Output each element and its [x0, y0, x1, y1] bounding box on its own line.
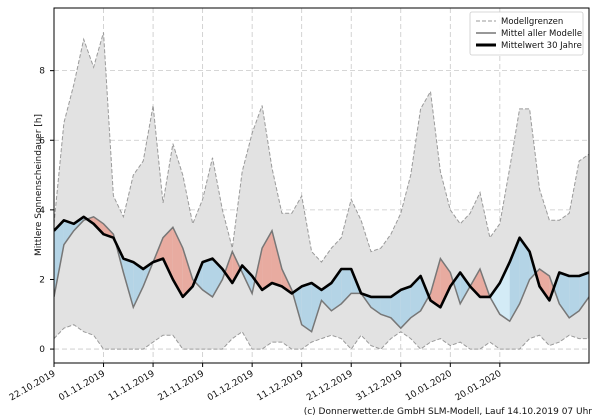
credit-text: (c) Donnerwetter.de GmbH SLM-Modell, Lau…: [304, 407, 593, 417]
anomaly-below-fill: [301, 282, 312, 332]
anomaly-above-fill: [232, 251, 241, 283]
anomaly-below-fill: [380, 296, 391, 318]
anomaly-below-fill: [519, 237, 530, 304]
anomaly-above-fill: [440, 258, 451, 308]
plot-frame: [53, 7, 590, 364]
anomaly-below-fill: [321, 282, 332, 311]
anomaly-below-fill: [460, 272, 471, 304]
anomaly-above-fill: [271, 230, 282, 287]
anomaly-below-fill: [242, 265, 253, 294]
anomaly-above-fill: [430, 258, 441, 308]
anomaly-above-fill: [182, 248, 193, 297]
anomaly-below-fill: [410, 275, 421, 318]
y-tick-label: 0: [39, 345, 45, 355]
anomaly-below-fill: [311, 282, 322, 332]
x-tick-label: 10.01.2020: [404, 369, 454, 404]
anomaly-below-fill: [54, 220, 64, 297]
anomaly-below-fill: [569, 275, 580, 318]
y-tick-label: 4: [39, 206, 45, 216]
plot-area: [54, 32, 589, 350]
y-tick-label: 6: [39, 136, 45, 146]
anomaly-below-fill: [499, 262, 510, 322]
y-tick-label: 8: [39, 67, 45, 77]
climate-mean-line: [54, 215, 589, 309]
envelope-lower-line: [54, 324, 589, 350]
anomaly-below-fill: [390, 289, 401, 329]
x-tick-label: 22.10.2019: [8, 369, 58, 404]
anomaly-below-fill: [371, 296, 381, 315]
legend-label-mittelwert-30-jahre: Mittelwert 30 Jahre: [501, 41, 582, 51]
y-tick-label: 2: [39, 275, 45, 285]
anomaly-below-fill: [63, 220, 74, 245]
legend: Modellgrenzen Mittel aller Modelle Mitte…: [469, 11, 584, 56]
y-axis-label: Mittlere Sonnenscheindauer [h]: [34, 114, 44, 256]
anomaly-below-fill: [579, 272, 589, 311]
anomaly-below-fill: [202, 258, 213, 297]
anomaly-above-fill: [470, 269, 481, 297]
x-tick-label: 01.12.2019: [206, 369, 256, 404]
anomaly-below-fill: [489, 282, 500, 315]
anomaly-below-fill: [123, 258, 134, 308]
x-tick-label: 20.01.2020: [454, 369, 504, 404]
legend-box: [469, 11, 584, 56]
x-tick-label: 21.11.2019: [156, 369, 206, 404]
anomaly-below-fill: [420, 275, 429, 311]
x-tick-label: 11.11.2019: [107, 369, 157, 404]
anomaly-below-fill: [133, 262, 144, 308]
x-tick-label: 31.12.2019: [355, 369, 405, 404]
envelope-upper-line: [54, 32, 589, 263]
anomaly-above-fill: [172, 227, 183, 297]
x-tick-label: 11.12.2019: [256, 369, 306, 404]
anomaly-below-fill: [400, 286, 411, 329]
legend-label-mittel-modelle: Mittel aller Modelle: [501, 29, 582, 39]
legend-label-modellgrenzen: Modellgrenzen: [501, 17, 563, 27]
x-tick-label: 21.12.2019: [305, 369, 355, 404]
anomaly-above-fill: [262, 230, 272, 290]
anomaly-above-fill: [162, 227, 173, 280]
model-mean-line: [54, 215, 589, 333]
x-tick-label: 01.11.2019: [57, 369, 107, 404]
anomaly-above-fill: [539, 269, 550, 301]
